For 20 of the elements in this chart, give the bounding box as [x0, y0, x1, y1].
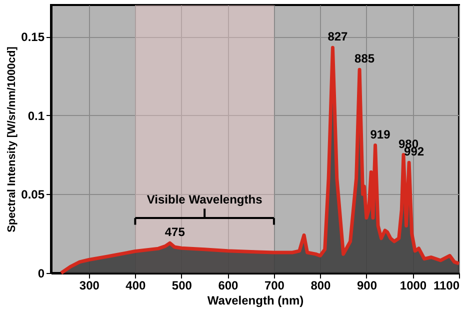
- x-tick-label: 700: [264, 278, 285, 292]
- x-tick-label: 900: [356, 278, 378, 292]
- x-tick-label: 300: [79, 278, 100, 292]
- annotation: 475: [164, 225, 186, 240]
- x-tick-label: 600: [218, 278, 239, 292]
- x-tick-label: 800: [310, 278, 332, 292]
- y-tick-label: 0.05: [21, 188, 45, 202]
- x-tick-label: 500: [172, 278, 192, 292]
- y-tick-label: 0.15: [21, 30, 45, 44]
- x-tick-label: 1100: [433, 278, 460, 292]
- y-axis-title: Spectral Intensity [W/sr/nm/1000cd]: [6, 46, 18, 232]
- annotation: 919: [370, 127, 391, 142]
- annotation: 827: [328, 30, 348, 44]
- y-tick-label: 0: [38, 266, 45, 280]
- x-tick-label: 1000: [400, 278, 427, 292]
- x-tick-label: 400: [126, 278, 146, 292]
- y-tick-label: 0.1: [28, 108, 45, 123]
- band-label: Visible Wavelengths: [146, 192, 263, 207]
- annotation: 885: [354, 52, 375, 66]
- x-axis-title: Wavelength (nm): [207, 294, 304, 308]
